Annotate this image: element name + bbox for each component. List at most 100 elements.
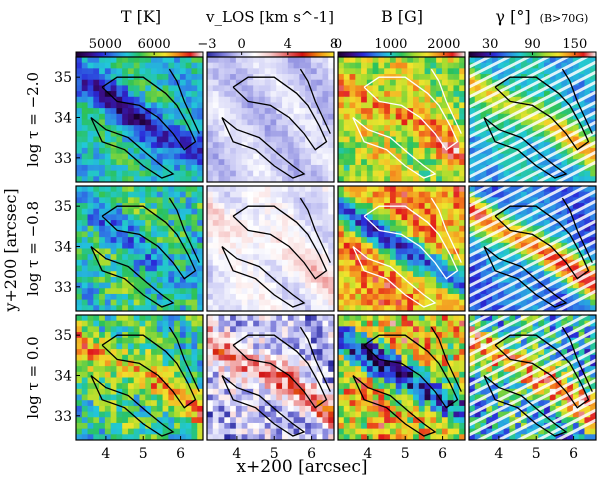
map-cell (264, 147, 272, 155)
map-cell (81, 434, 89, 440)
map-cell (355, 237, 362, 244)
map-cell (235, 231, 243, 238)
map-cell (133, 434, 141, 440)
map-cell (349, 332, 356, 339)
map-cell (81, 417, 89, 424)
map-cell (139, 57, 146, 64)
map-cell (185, 242, 193, 250)
map-cell (174, 428, 181, 435)
map-cell (207, 242, 214, 250)
map-cell (287, 203, 295, 210)
map-cell (526, 119, 534, 126)
map-cell (93, 276, 100, 284)
map-cell (480, 159, 487, 166)
map-cell (459, 170, 465, 177)
map-cell (99, 108, 106, 115)
panel-frame (75, 314, 204, 441)
map-cell (104, 320, 112, 327)
map-cell (343, 394, 351, 401)
map-cell (235, 259, 243, 267)
map-cell (104, 170, 112, 177)
map-cell (122, 293, 129, 301)
map-cell (127, 337, 135, 345)
map-cell (378, 237, 385, 244)
map-cell (503, 91, 511, 98)
contour-line (90, 245, 175, 308)
map-cell (179, 153, 187, 160)
map-cell (366, 394, 374, 401)
map-cell (299, 142, 306, 149)
map-cell (241, 203, 249, 210)
map-cell (99, 159, 106, 166)
map-cell (151, 136, 158, 143)
map-cell (104, 237, 112, 244)
map-cell (145, 225, 152, 233)
map-cell (253, 136, 260, 143)
map-cell (116, 214, 123, 221)
map-cell (264, 288, 272, 295)
map-cell (453, 271, 460, 278)
map-cell (453, 332, 460, 339)
map-cell (447, 214, 455, 221)
map-cell (361, 299, 368, 306)
map-cell (355, 276, 362, 284)
map-cell (282, 130, 289, 138)
map-cell (99, 422, 106, 430)
map-cell (116, 326, 123, 333)
map-cell (355, 197, 362, 204)
map-cell (270, 337, 277, 345)
map-cell (151, 337, 158, 345)
map-cell (338, 299, 345, 306)
map-cell (179, 170, 187, 177)
map-cell (168, 434, 175, 440)
map-cell (384, 91, 391, 98)
map-cell (299, 147, 306, 155)
map-cell (378, 394, 385, 401)
map-cell (212, 411, 220, 418)
map-cell (162, 265, 169, 272)
map-cell (116, 136, 123, 143)
map-cell (207, 417, 214, 424)
map-cell (151, 142, 158, 149)
map-cell (218, 434, 225, 440)
map-cell (453, 159, 460, 166)
map-cell (168, 142, 175, 149)
map-cell (310, 119, 318, 126)
map-cell (361, 282, 368, 289)
map-cell (328, 170, 334, 177)
map-cell (99, 102, 106, 109)
map-cell (127, 85, 135, 92)
map-cell (395, 62, 403, 69)
map-cell (366, 366, 374, 373)
map-cell (389, 259, 397, 267)
map-cell (168, 349, 175, 356)
map-cell (310, 125, 318, 132)
map-cell (247, 231, 254, 238)
map-cell (145, 85, 152, 92)
map-cell (241, 237, 249, 244)
map-cell (168, 62, 175, 69)
map-cell (212, 417, 220, 424)
column-titles: T [K] v_LOS [km s^-1] B [G] γ [°] (B>70G… (121, 7, 588, 26)
map-cell (299, 108, 306, 115)
map-cell (185, 214, 193, 221)
map-cell (212, 91, 220, 98)
map-cell (270, 220, 277, 227)
map-cell (338, 237, 345, 244)
map-cell (151, 96, 158, 104)
map-cell (81, 276, 89, 284)
map-cell (459, 248, 465, 255)
map-cell (305, 417, 312, 424)
map-cell (384, 271, 391, 278)
map-cell (122, 102, 129, 109)
map-cell (104, 96, 112, 104)
map-cell (224, 259, 231, 267)
map-cell (174, 299, 181, 306)
map-cell (430, 136, 437, 143)
map-cell (212, 343, 220, 350)
map-cell (453, 405, 460, 413)
map-cell (247, 405, 254, 413)
contour-line (232, 76, 328, 151)
panel-frame (337, 56, 466, 183)
map-cell (561, 102, 568, 109)
